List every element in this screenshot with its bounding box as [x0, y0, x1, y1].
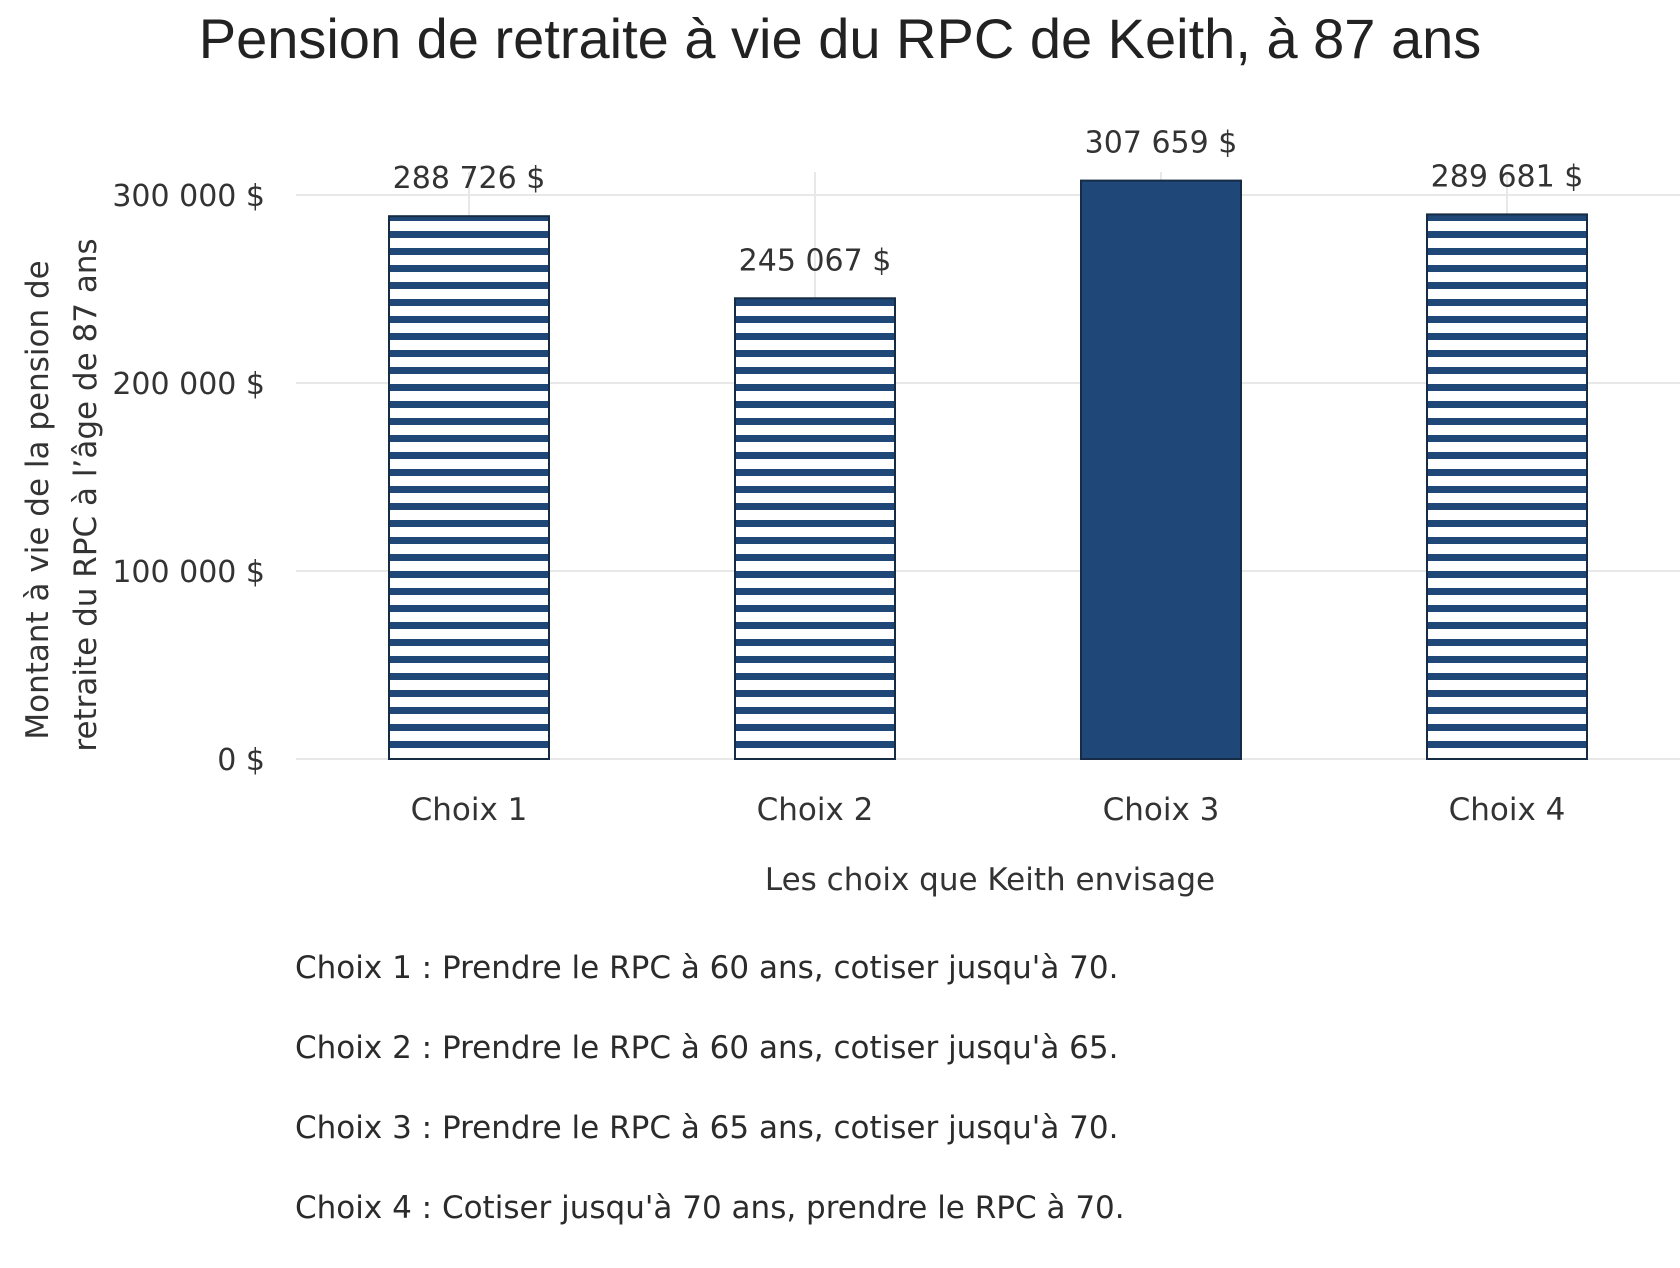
bars [388, 179, 1588, 760]
note-choix-2: Choix 2 : Prendre le RPC à 60 ans, cotis… [295, 1030, 1119, 1066]
y-tick-label: 100 000 $ [112, 555, 265, 590]
y-tick-label: 300 000 $ [112, 179, 265, 214]
bar-3 [1080, 179, 1242, 760]
chart-title: Pension de retraite à vie du RPC de Keit… [198, 7, 1482, 70]
data-labels: 288 726 $ 245 067 $ 307 659 $ 289 681 $ [393, 126, 1584, 279]
y-axis-title-line-2: retraite du RPC à l’âge de 87 ans [68, 238, 104, 751]
x-axis-title: Les choix que Keith envisage [765, 862, 1215, 898]
note-choix-1: Choix 1 : Prendre le RPC à 60 ans, cotis… [295, 950, 1119, 986]
note-choix-3: Choix 3 : Prendre le RPC à 65 ans, cotis… [295, 1110, 1119, 1146]
choice-notes: Choix 1 : Prendre le RPC à 60 ans, cotis… [295, 948, 1125, 1268]
data-label-3: 307 659 $ [1085, 126, 1238, 161]
x-tick-label-4: Choix 4 [1449, 792, 1566, 828]
bar-4 [1426, 213, 1588, 760]
bar-2 [734, 297, 896, 760]
bar-chart: 0 $ 100 000 $ 200 000 $ 300 000 $ 288 726 $… [20, 126, 1680, 898]
data-label-2: 245 067 $ [739, 243, 892, 278]
data-label-1: 288 726 $ [393, 161, 546, 196]
note-choix-4: Choix 4 : Cotiser jusqu'à 70 ans, prendr… [295, 1190, 1125, 1226]
y-tick-label: 0 $ [217, 743, 265, 778]
x-tick-label-1: Choix 1 [411, 792, 528, 828]
y-axis-title: Montant à vie de la pension de retraite … [20, 238, 104, 751]
y-tick-label: 200 000 $ [112, 367, 265, 402]
data-label-4: 289 681 $ [1431, 159, 1584, 194]
x-tick-label-3: Choix 3 [1103, 792, 1220, 828]
y-axis-title-line-1: Montant à vie de la pension de [20, 260, 56, 739]
y-axis-ticks: 0 $ 100 000 $ 200 000 $ 300 000 $ [112, 179, 265, 778]
x-tick-label-2: Choix 2 [757, 792, 874, 828]
x-axis-ticks: Choix 1 Choix 2 Choix 3 Choix 4 [411, 792, 1566, 828]
bar-1 [388, 215, 550, 760]
